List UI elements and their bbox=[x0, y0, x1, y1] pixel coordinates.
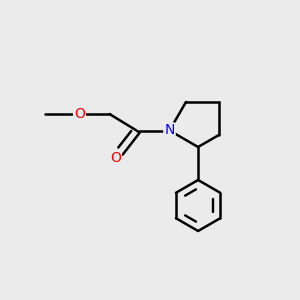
Text: N: N bbox=[164, 124, 175, 137]
Text: O: O bbox=[110, 151, 121, 164]
Text: O: O bbox=[74, 107, 85, 121]
